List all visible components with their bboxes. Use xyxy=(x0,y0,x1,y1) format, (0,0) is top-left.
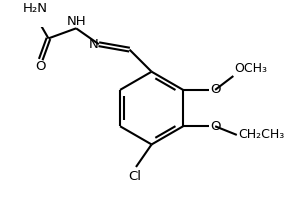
Text: CH₂CH₃: CH₂CH₃ xyxy=(239,128,285,141)
Text: O: O xyxy=(210,120,221,133)
Text: N: N xyxy=(89,38,99,51)
Text: O: O xyxy=(210,83,221,96)
Text: NH: NH xyxy=(66,15,86,28)
Text: Cl: Cl xyxy=(129,170,142,183)
Text: H₂N: H₂N xyxy=(23,2,48,15)
Text: O: O xyxy=(36,60,46,73)
Text: OCH₃: OCH₃ xyxy=(234,62,267,75)
